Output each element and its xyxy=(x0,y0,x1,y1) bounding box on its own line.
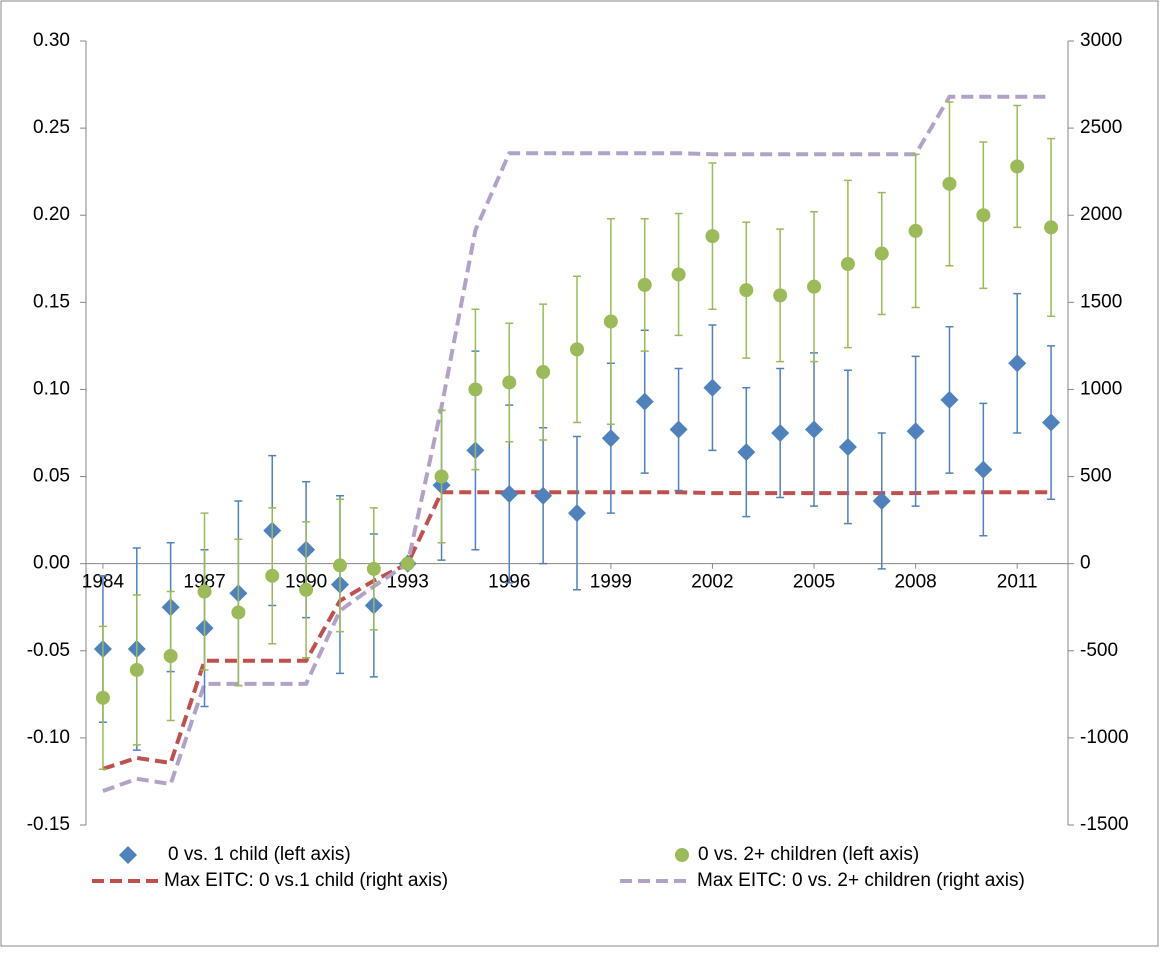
diamond-point xyxy=(601,429,620,448)
circle-point xyxy=(536,365,551,380)
circle-point xyxy=(1044,220,1059,235)
circle-point xyxy=(502,375,517,390)
circle-point xyxy=(265,568,280,583)
y2-tick-label: 1500 xyxy=(1080,291,1122,312)
y-tick-label: 0.30 xyxy=(33,30,70,51)
y-tick-label: -0.10 xyxy=(27,727,70,748)
circle-point xyxy=(163,649,178,664)
y2-tick-label: -1000 xyxy=(1080,727,1129,748)
diamond-point xyxy=(1042,413,1061,432)
circle-point xyxy=(434,469,449,484)
legend-label: Max EITC: 0 vs. 2+ children (right axis) xyxy=(697,870,1025,891)
circle-point xyxy=(942,176,957,191)
circle-point xyxy=(129,662,144,677)
x-tick-label: 2011 xyxy=(997,572,1038,593)
y2-tick-label: 0 xyxy=(1080,553,1091,574)
circle-point xyxy=(637,277,652,292)
y-tick-label: 0.00 xyxy=(33,553,70,574)
circle-point xyxy=(332,558,347,573)
diamond-point xyxy=(771,424,790,442)
diamond-point xyxy=(974,460,993,479)
circle-point xyxy=(299,582,314,597)
circle-point xyxy=(976,208,991,223)
y-tick-label: 0.15 xyxy=(33,291,70,312)
legend-swatch xyxy=(675,848,689,862)
diamond-point xyxy=(534,486,553,505)
y-tick-label: 0.25 xyxy=(33,117,70,138)
circle-point xyxy=(1010,159,1025,174)
y-tick-label: 0.10 xyxy=(33,378,70,399)
circle-point xyxy=(739,283,754,298)
circle-point xyxy=(705,229,720,244)
diamond-point xyxy=(568,504,586,523)
diamond-point xyxy=(669,420,688,439)
series-line xyxy=(102,94,1052,793)
y2-tick-label: -1500 xyxy=(1080,814,1129,835)
circle-point xyxy=(570,342,584,357)
diamond-point xyxy=(805,420,824,439)
circle-point xyxy=(95,690,110,705)
y2-tick-label: 3000 xyxy=(1080,30,1122,51)
y2-tick-label: 1000 xyxy=(1080,378,1122,399)
circle-point xyxy=(366,561,381,576)
y-tick-label: -0.05 xyxy=(27,640,70,661)
circle-point xyxy=(603,314,618,329)
diamond-point xyxy=(906,422,925,441)
diamond-point xyxy=(872,491,891,510)
y-tick-label: -0.15 xyxy=(27,814,70,835)
circle-point xyxy=(773,288,788,303)
diamond-point xyxy=(940,390,959,409)
x-tick-label: 2008 xyxy=(894,572,936,593)
circle-point xyxy=(671,267,686,282)
x-tick-label: 2002 xyxy=(691,572,733,593)
circle-point xyxy=(807,279,822,294)
circle-point xyxy=(231,605,246,620)
circle-point xyxy=(840,257,855,272)
circle-point xyxy=(400,556,415,571)
y-tick-label: 0.05 xyxy=(33,466,70,487)
y2-tick-label: -500 xyxy=(1080,640,1118,661)
legend-label: 0 vs. 2+ children (left axis) xyxy=(698,844,919,865)
y2-tick-label: 2500 xyxy=(1080,117,1122,138)
circle-point xyxy=(874,246,889,261)
diamond-point xyxy=(838,437,857,456)
legend-label: Max EITC: 0 vs.1 child (right axis) xyxy=(164,870,448,891)
diamond-point xyxy=(500,484,519,503)
y-tick-label: 0.20 xyxy=(33,204,70,225)
diamond-point xyxy=(635,392,654,411)
diamond-point xyxy=(703,378,722,397)
circle-point xyxy=(197,584,212,599)
x-tick-label: 2005 xyxy=(793,572,835,593)
x-tick-label: 1993 xyxy=(387,572,429,593)
legend-label: 0 vs. 1 child (left axis) xyxy=(168,844,351,865)
circle-point xyxy=(468,382,483,397)
x-tick-label: 1999 xyxy=(590,572,632,593)
diamond-point xyxy=(737,443,756,462)
diamond-point xyxy=(1008,354,1027,373)
legend-swatch xyxy=(119,846,137,864)
y2-tick-label: 500 xyxy=(1080,466,1112,487)
circle-point xyxy=(908,223,923,238)
y2-tick-label: 2000 xyxy=(1080,204,1122,225)
